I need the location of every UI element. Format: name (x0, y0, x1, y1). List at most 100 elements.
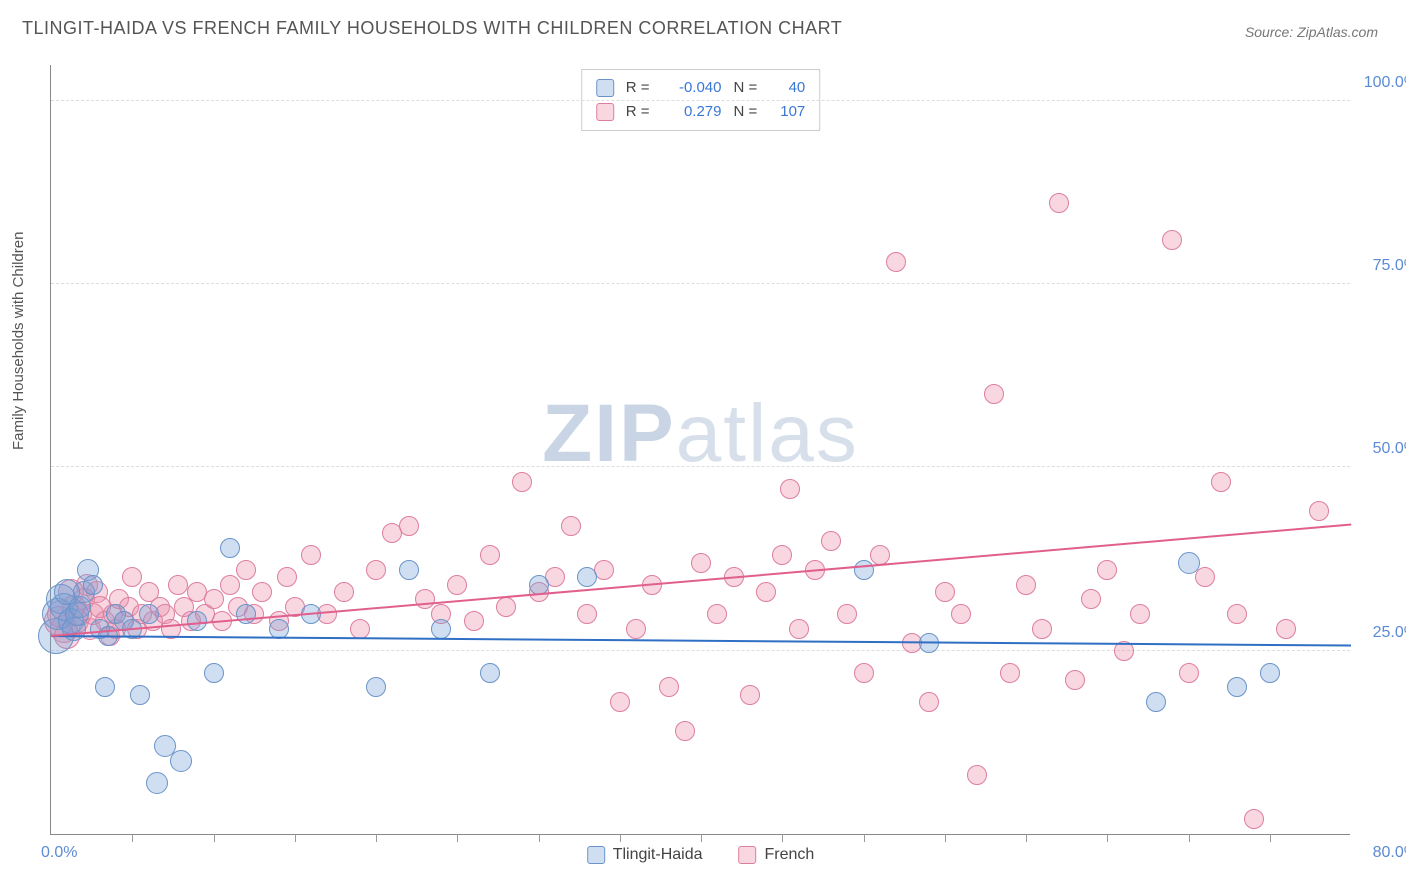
x-axis-min-label: 0.0% (41, 844, 77, 862)
data-point (772, 545, 792, 565)
data-point (399, 560, 419, 580)
x-tick (132, 834, 133, 842)
data-point (83, 575, 103, 595)
data-point (220, 538, 240, 558)
data-point (789, 619, 809, 639)
legend-row-series-0: R = -0.040 N = 40 (596, 76, 806, 100)
data-point (1260, 663, 1280, 683)
data-point (252, 582, 272, 602)
data-point (780, 479, 800, 499)
data-point (1276, 619, 1296, 639)
data-point (1065, 670, 1085, 690)
data-point (1227, 604, 1247, 624)
data-point (447, 575, 467, 595)
data-point (821, 531, 841, 551)
swatch-series-1 (596, 103, 614, 121)
data-point (130, 685, 150, 705)
gridline (51, 283, 1350, 284)
r-value-1: 0.279 (662, 100, 722, 124)
data-point (886, 252, 906, 272)
data-point (1000, 663, 1020, 683)
legend-row-series-1: R = 0.279 N = 107 (596, 100, 806, 124)
data-point (464, 611, 484, 631)
data-point (740, 685, 760, 705)
data-point (1130, 604, 1150, 624)
y-tick-label: 100.0% (1364, 74, 1406, 92)
data-point (95, 677, 115, 697)
x-tick (945, 834, 946, 842)
x-axis-max-label: 80.0% (1373, 844, 1406, 862)
data-point (967, 765, 987, 785)
legend-item-0: Tlingit-Haida (587, 846, 703, 864)
data-point (512, 472, 532, 492)
n-label-1: N = (734, 100, 758, 124)
swatch-bottom-1 (739, 846, 757, 864)
data-point (220, 575, 240, 595)
data-point (146, 772, 168, 794)
x-tick (295, 834, 296, 842)
data-point (204, 663, 224, 683)
legend-item-1: French (739, 846, 815, 864)
data-point (480, 545, 500, 565)
x-tick (782, 834, 783, 842)
y-tick-label: 50.0% (1373, 440, 1406, 458)
data-point (431, 619, 451, 639)
data-point (1097, 560, 1117, 580)
x-tick (620, 834, 621, 842)
data-point (935, 582, 955, 602)
x-tick (539, 834, 540, 842)
data-point (675, 721, 695, 741)
data-point (1081, 589, 1101, 609)
data-point (1309, 501, 1329, 521)
data-point (236, 560, 256, 580)
y-tick-label: 75.0% (1373, 257, 1406, 275)
data-point (1016, 575, 1036, 595)
data-point (496, 597, 516, 617)
r-value-0: -0.040 (662, 76, 722, 100)
x-tick (1107, 834, 1108, 842)
data-point (577, 604, 597, 624)
data-point (350, 619, 370, 639)
y-axis-label: Family Households with Children (10, 232, 27, 450)
source-attribution: Source: ZipAtlas.com (1245, 24, 1378, 40)
x-tick (864, 834, 865, 842)
gridline (51, 650, 1350, 651)
data-point (415, 589, 435, 609)
series-legend: Tlingit-Haida French (587, 846, 815, 864)
x-tick (214, 834, 215, 842)
swatch-bottom-0 (587, 846, 605, 864)
n-value-1: 107 (769, 100, 805, 124)
r-label-1: R = (626, 100, 650, 124)
data-point (168, 575, 188, 595)
data-point (1211, 472, 1231, 492)
data-point (1195, 567, 1215, 587)
r-label-0: R = (626, 76, 650, 100)
data-point (691, 553, 711, 573)
data-point (1179, 663, 1199, 683)
data-point (919, 692, 939, 712)
data-point (837, 604, 857, 624)
legend-label-0: Tlingit-Haida (613, 846, 703, 864)
data-point (139, 604, 159, 624)
gridline (51, 466, 1350, 467)
data-point (1049, 193, 1069, 213)
x-tick (1270, 834, 1271, 842)
data-point (236, 604, 256, 624)
legend-label-1: French (765, 846, 815, 864)
data-point (626, 619, 646, 639)
data-point (1244, 809, 1264, 829)
data-point (1162, 230, 1182, 250)
data-point (854, 663, 874, 683)
data-point (756, 582, 776, 602)
trend-line (51, 635, 1351, 647)
plot-area: ZIPatlas R = -0.040 N = 40 R = 0.279 N =… (50, 65, 1350, 835)
gridline (51, 100, 1350, 101)
y-tick-label: 25.0% (1373, 624, 1406, 642)
data-point (334, 582, 354, 602)
data-point (1227, 677, 1247, 697)
data-point (707, 604, 727, 624)
x-tick (701, 834, 702, 842)
x-tick (376, 834, 377, 842)
data-point (659, 677, 679, 697)
x-tick (457, 834, 458, 842)
